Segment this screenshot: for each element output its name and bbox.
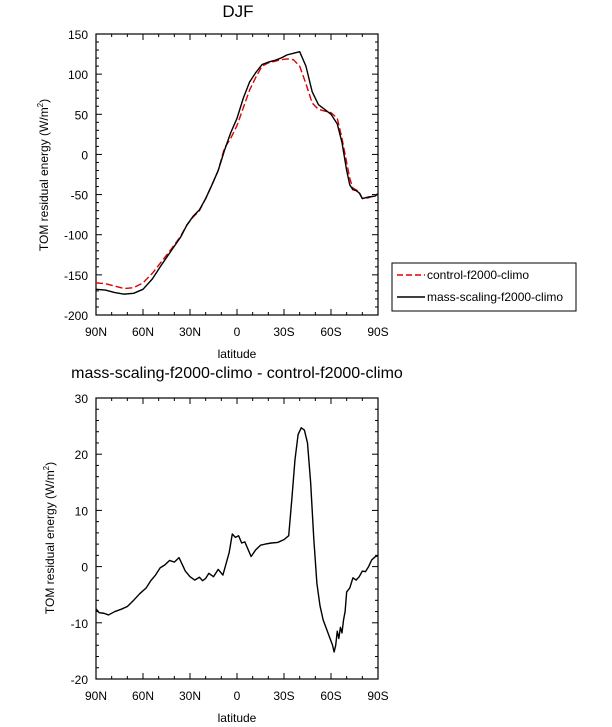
bottom-xtick-label: 90N	[85, 689, 107, 703]
bottom-xtick-label: 30N	[179, 689, 201, 703]
bottom-xtick-label: 30S	[273, 689, 294, 703]
top-ytick-label: -50	[71, 189, 89, 203]
bottom-y-axis-label-close: )	[43, 462, 57, 466]
top-xtick-label: 30S	[273, 325, 294, 339]
top-xtick-label: 30N	[179, 325, 201, 339]
top-ytick-label: 150	[68, 28, 88, 42]
bottom-y-axis-label: TOM residual energy (W/m2)	[42, 462, 57, 614]
top-xtick-label: 90N	[85, 325, 107, 339]
bottom-series-group	[95, 427, 379, 653]
top-y-ticks: -200 -150 -100 -50 0 50 100 150	[64, 28, 378, 323]
top-ytick-label: -200	[64, 309, 88, 323]
bottom-xtick-label: 0	[234, 689, 241, 703]
bottom-y-axis-label-main: TOM residual energy (W/m	[43, 470, 57, 614]
top-title: DJF	[222, 2, 253, 21]
top-ytick-label: 100	[68, 68, 88, 82]
top-ytick-label: 50	[75, 108, 89, 122]
top-panel: DJF -200 -150 -100 -50 0 50 100 150 90N 60N 30N 0 3…	[36, 2, 577, 361]
bottom-x-axis-label: latitude	[218, 711, 257, 725]
top-plot-frame	[95, 33, 379, 316]
top-xtick-label: 60N	[132, 325, 154, 339]
top-y-axis-label-main: TOM residual energy (W/m	[37, 107, 51, 251]
bottom-series-line-0	[95, 427, 379, 653]
top-y-axis-label-sup: 2	[36, 102, 45, 107]
top-series-group	[95, 50, 379, 295]
top-xtick-label: 0	[234, 325, 241, 339]
top-y-axis-label-close: )	[37, 99, 51, 103]
bottom-panel: mass-scaling-f2000-climo - control-f2000…	[42, 365, 403, 725]
bottom-ytick-label: -20	[71, 673, 89, 687]
bottom-ytick-label: -10	[71, 617, 89, 631]
top-ytick-label: -100	[64, 229, 88, 243]
bottom-x-ticks: 90N 60N 30N 0 30S 60S 90S	[85, 398, 389, 703]
bottom-y-axis-label-sup: 2	[42, 465, 51, 470]
bottom-xtick-label: 90S	[367, 689, 388, 703]
legend: control-f2000-climo mass-scaling-f2000-c…	[391, 262, 577, 312]
top-x-axis-label: latitude	[218, 347, 257, 361]
bottom-ytick-label: 20	[75, 448, 89, 462]
top-ytick-label: -150	[64, 269, 88, 283]
top-series-line-1	[95, 50, 379, 295]
bottom-xtick-label: 60S	[320, 689, 341, 703]
top-x-ticks: 90N 60N 30N 0 30S 60S 90S	[85, 34, 389, 339]
bottom-ytick-label: 10	[75, 504, 89, 518]
legend-label-control: control-f2000-climo	[427, 268, 529, 282]
legend-box	[391, 262, 577, 312]
bottom-y-ticks: -20 -10 0 10 20 30	[71, 392, 378, 687]
top-xtick-label: 60S	[320, 325, 341, 339]
bottom-ytick-label: 0	[81, 561, 88, 575]
top-ytick-label: 0	[81, 148, 88, 162]
legend-label-mass-scaling: mass-scaling-f2000-climo	[427, 290, 563, 304]
bottom-title: mass-scaling-f2000-climo - control-f2000…	[71, 365, 403, 382]
bottom-plot-frame	[95, 397, 379, 680]
top-y-axis-label: TOM residual energy (W/m2)	[36, 99, 51, 251]
top-xtick-label: 90S	[367, 325, 388, 339]
top-series-line-0	[95, 58, 379, 290]
bottom-xtick-label: 60N	[132, 689, 154, 703]
bottom-ytick-label: 30	[75, 392, 89, 406]
